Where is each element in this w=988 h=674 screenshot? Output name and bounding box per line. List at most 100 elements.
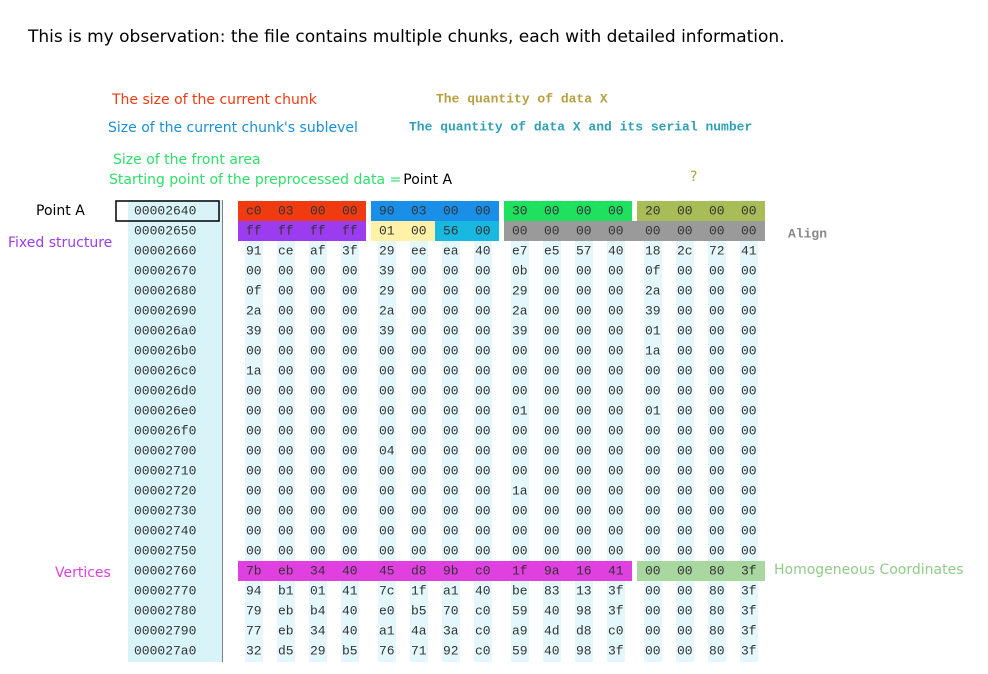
hex-byte: 00 xyxy=(576,283,592,298)
hex-byte: 32 xyxy=(246,643,262,658)
hex-byte: 00 xyxy=(645,463,661,478)
hex-byte: 00 xyxy=(278,403,294,418)
highlight xyxy=(238,201,366,221)
hex-byte: 39 xyxy=(379,263,395,278)
point-a: Point A xyxy=(36,203,85,219)
hex-byte: ee xyxy=(411,243,427,258)
hex-byte: 00 xyxy=(709,523,725,538)
hex-byte: 00 xyxy=(512,383,528,398)
hex-byte: 00 xyxy=(310,383,326,398)
hex-byte: 00 xyxy=(576,303,592,318)
hex-byte: 00 xyxy=(411,283,427,298)
hex-byte: 00 xyxy=(246,523,262,538)
hex-byte: 13 xyxy=(576,583,592,598)
hex-byte: 00 xyxy=(475,463,491,478)
hex-byte: 00 xyxy=(677,563,693,578)
hex-byte: 40 xyxy=(342,623,358,638)
hex-byte: 00 xyxy=(342,423,358,438)
hex-byte: 00 xyxy=(342,263,358,278)
hex-byte: 91 xyxy=(246,243,262,258)
hex-byte: 00 xyxy=(342,203,358,218)
hex-byte: ea xyxy=(443,243,459,258)
address: 00002740 xyxy=(134,523,196,538)
hex-byte: 20 xyxy=(645,203,661,218)
highlight xyxy=(637,561,765,581)
byte-column xyxy=(442,200,460,662)
hex-byte: 40 xyxy=(342,563,358,578)
hex-byte: 00 xyxy=(278,343,294,358)
hex-byte: ff xyxy=(310,223,326,238)
hex-byte: 00 xyxy=(544,223,560,238)
hex-byte: 00 xyxy=(443,503,459,518)
hex-byte: 83 xyxy=(544,583,560,598)
hex-byte: 00 xyxy=(677,323,693,338)
hex-byte: 00 xyxy=(512,543,528,558)
hex-byte: 00 xyxy=(709,263,725,278)
address: 00002670 xyxy=(134,263,196,278)
hex-byte: 00 xyxy=(278,363,294,378)
hex-byte: 00 xyxy=(411,503,427,518)
hex-byte: 00 xyxy=(576,383,592,398)
hex-byte: 00 xyxy=(310,263,326,278)
hex-byte: 00 xyxy=(576,503,592,518)
hex-byte: 00 xyxy=(475,503,491,518)
hex-byte: 00 xyxy=(246,343,262,358)
hex-byte: 34 xyxy=(310,563,326,578)
hex-byte: 00 xyxy=(576,543,592,558)
hex-byte: 00 xyxy=(544,443,560,458)
byte-column xyxy=(607,200,625,662)
hex-byte: 00 xyxy=(576,223,592,238)
hex-byte: 00 xyxy=(475,343,491,358)
address: 00002640 xyxy=(134,203,196,218)
hex-byte: 00 xyxy=(411,343,427,358)
hex-byte: 00 xyxy=(411,403,427,418)
hex-byte: 00 xyxy=(645,643,661,658)
hex-byte: 00 xyxy=(411,523,427,538)
hex-byte: 90 xyxy=(379,203,395,218)
hex-byte: ce xyxy=(278,243,294,258)
hex-byte: 00 xyxy=(379,343,395,358)
byte-column xyxy=(309,200,327,662)
hex-byte: 40 xyxy=(544,603,560,618)
hex-byte: a9 xyxy=(512,623,528,638)
hex-byte: 00 xyxy=(342,483,358,498)
hex-byte: e5 xyxy=(544,243,560,258)
hex-byte: 00 xyxy=(512,463,528,478)
hex-byte: 00 xyxy=(443,363,459,378)
hex-byte: 00 xyxy=(512,223,528,238)
hex-byte: 00 xyxy=(608,363,624,378)
hex-byte: 00 xyxy=(576,403,592,418)
hex-byte: 00 xyxy=(741,543,757,558)
highlight xyxy=(238,221,366,241)
hex-byte: 00 xyxy=(310,403,326,418)
hex-byte: 04 xyxy=(379,443,395,458)
hex-byte: 00 xyxy=(645,583,661,598)
hex-byte: 00 xyxy=(379,403,395,418)
hex-byte: 00 xyxy=(475,383,491,398)
hex-byte: 45 xyxy=(379,563,395,578)
hex-byte: 00 xyxy=(342,523,358,538)
hex-byte: 00 xyxy=(278,523,294,538)
vertices: Vertices xyxy=(55,565,111,581)
address: 00002700 xyxy=(134,443,196,458)
hex-byte: 00 xyxy=(310,203,326,218)
address: 000026b0 xyxy=(134,343,196,358)
hex-byte: eb xyxy=(278,623,294,638)
hex-byte: 00 xyxy=(677,483,693,498)
hex-byte: 00 xyxy=(278,323,294,338)
hex-byte: c0 xyxy=(475,603,491,618)
hex-byte: 00 xyxy=(645,483,661,498)
byte-column xyxy=(277,200,295,662)
hex-byte: 00 xyxy=(512,503,528,518)
hex-byte: 2a xyxy=(645,283,661,298)
hex-byte: 00 xyxy=(576,523,592,538)
hex-byte: 00 xyxy=(608,263,624,278)
hex-byte: 00 xyxy=(576,323,592,338)
hex-byte: 00 xyxy=(544,503,560,518)
address: 00002760 xyxy=(134,563,196,578)
hex-byte: 00 xyxy=(475,423,491,438)
hex-byte: 00 xyxy=(709,403,725,418)
hex-byte: 00 xyxy=(342,403,358,418)
hex-byte: 56 xyxy=(443,223,459,238)
address: 00002730 xyxy=(134,503,196,518)
